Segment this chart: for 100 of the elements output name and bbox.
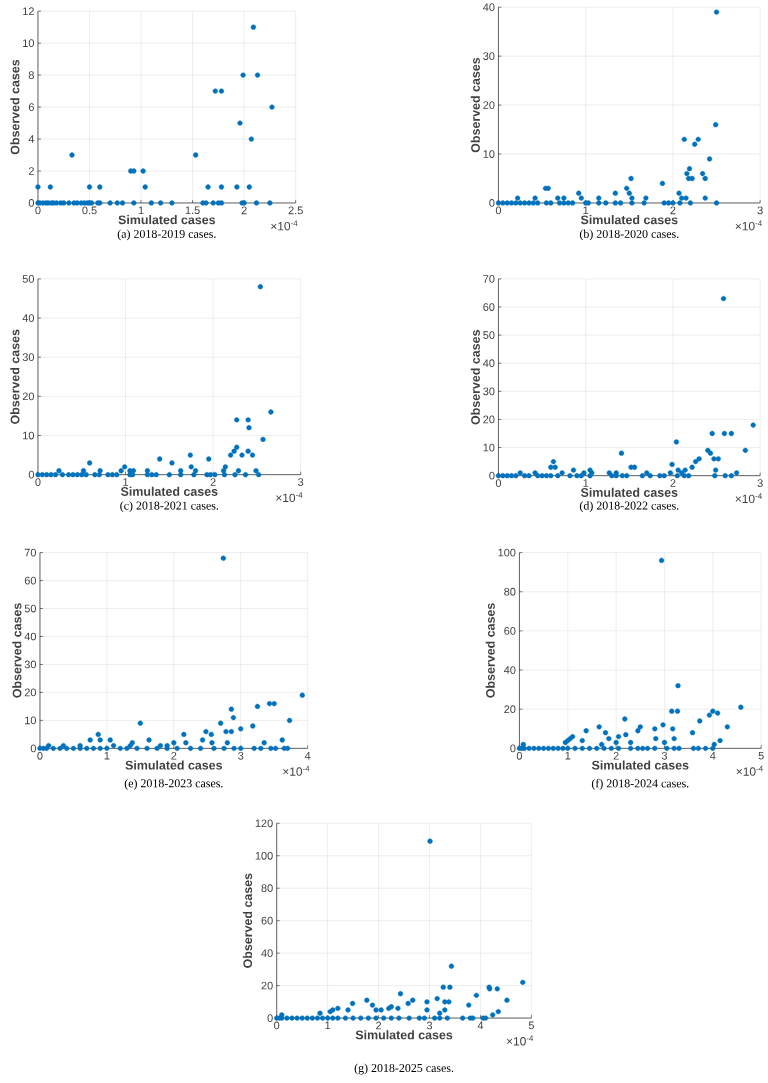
x-tick-label: 0 bbox=[496, 206, 502, 215]
text: ×10$^{-4}$ bbox=[507, 1035, 534, 1046]
text: (e) 2018-2023 cases. bbox=[125, 778, 223, 790]
text: (g) 2018-2025 cases. bbox=[354, 1063, 454, 1075]
x-tick-label: 2 bbox=[670, 206, 676, 215]
x-tick-label: 1 bbox=[139, 206, 144, 215]
x-tick-label: 3 bbox=[757, 206, 763, 215]
y-tick-label: 6 bbox=[29, 103, 35, 111]
text: ×10$^{-4}$ bbox=[735, 220, 763, 231]
x-axis-title: Simulated cases bbox=[581, 215, 678, 225]
y-tick-label: 40 bbox=[22, 314, 35, 322]
y-tick-label: 40 bbox=[24, 632, 37, 641]
y-tick-label: 20 bbox=[504, 705, 516, 714]
y-tick-label: 0 bbox=[267, 1014, 273, 1022]
y-tick-label: 0 bbox=[29, 470, 35, 479]
text: ×10$^{-4}$ bbox=[283, 765, 310, 776]
y-tick-label: 10 bbox=[25, 716, 37, 725]
text: ×10$^{-4}$ bbox=[736, 765, 764, 776]
x-tick-label: 3 bbox=[662, 751, 668, 760]
x-tick-label: 0 bbox=[37, 751, 43, 760]
y-tick-label: 40 bbox=[483, 3, 495, 12]
x-axis-title: Simulated cases bbox=[125, 760, 223, 770]
y-tick-label: 60 bbox=[261, 916, 273, 925]
y-tick-label: 10 bbox=[483, 150, 495, 158]
y-tick-label: 8 bbox=[29, 71, 35, 79]
y-tick-label: 20 bbox=[25, 688, 37, 697]
y-tick-label: 100 bbox=[498, 548, 516, 557]
y-tick-label: 70 bbox=[25, 548, 37, 557]
y-tick-label: 0 bbox=[489, 471, 495, 480]
x-tick-label: 2.5 bbox=[288, 206, 304, 215]
x-tick-label: 0 bbox=[517, 751, 523, 760]
text: (c) 2018-2021 cases. bbox=[120, 501, 219, 513]
text: (f) 2018-2024 cases. bbox=[592, 778, 689, 790]
x-tick-label: 3 bbox=[238, 751, 244, 760]
y-tick-label: 120 bbox=[255, 819, 273, 828]
y-tick-label: 60 bbox=[483, 303, 495, 311]
text: ×10$^{-4}$ bbox=[271, 220, 298, 231]
y-tick-label: 30 bbox=[483, 52, 495, 61]
y-tick-label: 60 bbox=[25, 576, 37, 585]
y-tick-label: 0 bbox=[510, 744, 516, 753]
y-tick-label: 20 bbox=[483, 101, 495, 109]
x-tick-label: 2 bbox=[171, 751, 177, 760]
y-tick-label: 40 bbox=[261, 949, 273, 958]
y-axis-title: Observed cases bbox=[10, 59, 20, 155]
y-tick-label: 0 bbox=[31, 744, 37, 753]
y-tick-label: 50 bbox=[24, 604, 37, 613]
y-tick-label: 70 bbox=[483, 275, 495, 283]
y-tick-label: 0 bbox=[489, 199, 495, 207]
x-tick-label: 4 bbox=[710, 751, 716, 760]
y-tick-label: 50 bbox=[483, 331, 495, 339]
text: (b) 2018-2020 cases. bbox=[580, 229, 679, 241]
x-tick-label: 2 bbox=[210, 478, 216, 486]
x-tick-label: 1 bbox=[565, 751, 571, 760]
y-tick-label: 50 bbox=[22, 275, 35, 283]
y-tick-label: 60 bbox=[504, 627, 516, 635]
y-tick-label: 100 bbox=[255, 851, 273, 860]
x-tick-label: 3 bbox=[427, 1021, 433, 1030]
x-tick-label: 2 bbox=[613, 751, 619, 760]
x-tick-label: 0 bbox=[274, 1021, 280, 1030]
text: ×10$^{-4}$ bbox=[276, 492, 303, 503]
y-tick-label: 20 bbox=[23, 392, 35, 401]
text: (a) 2018-2019 cases. bbox=[118, 229, 216, 241]
y-tick-label: 10 bbox=[23, 39, 35, 48]
x-axis-title: Simulated cases bbox=[355, 1030, 453, 1040]
y-tick-label: 4 bbox=[28, 135, 35, 143]
y-axis-title: Observed cases bbox=[471, 330, 481, 425]
x-tick-label: 1.5 bbox=[186, 206, 200, 215]
x-tick-label: 2 bbox=[670, 479, 676, 487]
y-tick-label: 40 bbox=[483, 359, 495, 368]
x-tick-label: 0 bbox=[496, 479, 502, 487]
y-tick-label: 10 bbox=[23, 431, 35, 440]
text: (d) 2018-2022 cases. bbox=[580, 501, 679, 513]
x-tick-label: 1 bbox=[583, 479, 589, 487]
y-axis-title: Observed cases bbox=[243, 873, 253, 968]
y-tick-label: 20 bbox=[483, 415, 495, 424]
x-tick-label: 4 bbox=[477, 1021, 484, 1030]
y-tick-label: 30 bbox=[483, 387, 495, 396]
x-tick-label: 5 bbox=[758, 751, 764, 760]
x-tick-label: 2 bbox=[241, 206, 247, 215]
x-tick-label: 5 bbox=[529, 1021, 535, 1030]
x-axis-title: Simulated cases bbox=[121, 486, 218, 496]
y-tick-label: 20 bbox=[261, 981, 273, 990]
y-tick-label: 80 bbox=[504, 587, 516, 596]
x-tick-label: 1 bbox=[104, 751, 110, 760]
y-tick-label: 0 bbox=[29, 199, 35, 207]
text: ×10$^{-4}$ bbox=[735, 493, 763, 504]
x-tick-label: 1 bbox=[583, 206, 589, 215]
y-tick-label: 30 bbox=[22, 353, 35, 362]
x-tick-label: 3 bbox=[298, 478, 304, 486]
y-tick-label: 2 bbox=[29, 167, 35, 175]
x-tick-label: 0.5 bbox=[82, 206, 97, 215]
x-tick-label: 2 bbox=[376, 1021, 382, 1030]
y-axis-title: Observed cases bbox=[485, 603, 496, 698]
y-axis-title: Observed cases bbox=[12, 603, 22, 698]
y-axis-title: Observed cases bbox=[10, 329, 20, 424]
y-tick-label: 12 bbox=[23, 7, 35, 15]
x-tick-label: 1 bbox=[123, 478, 129, 486]
x-axis-title: Simulated cases bbox=[592, 760, 689, 770]
x-axis-title: Simulated cases bbox=[581, 487, 678, 497]
x-tick-label: 3 bbox=[757, 479, 763, 487]
